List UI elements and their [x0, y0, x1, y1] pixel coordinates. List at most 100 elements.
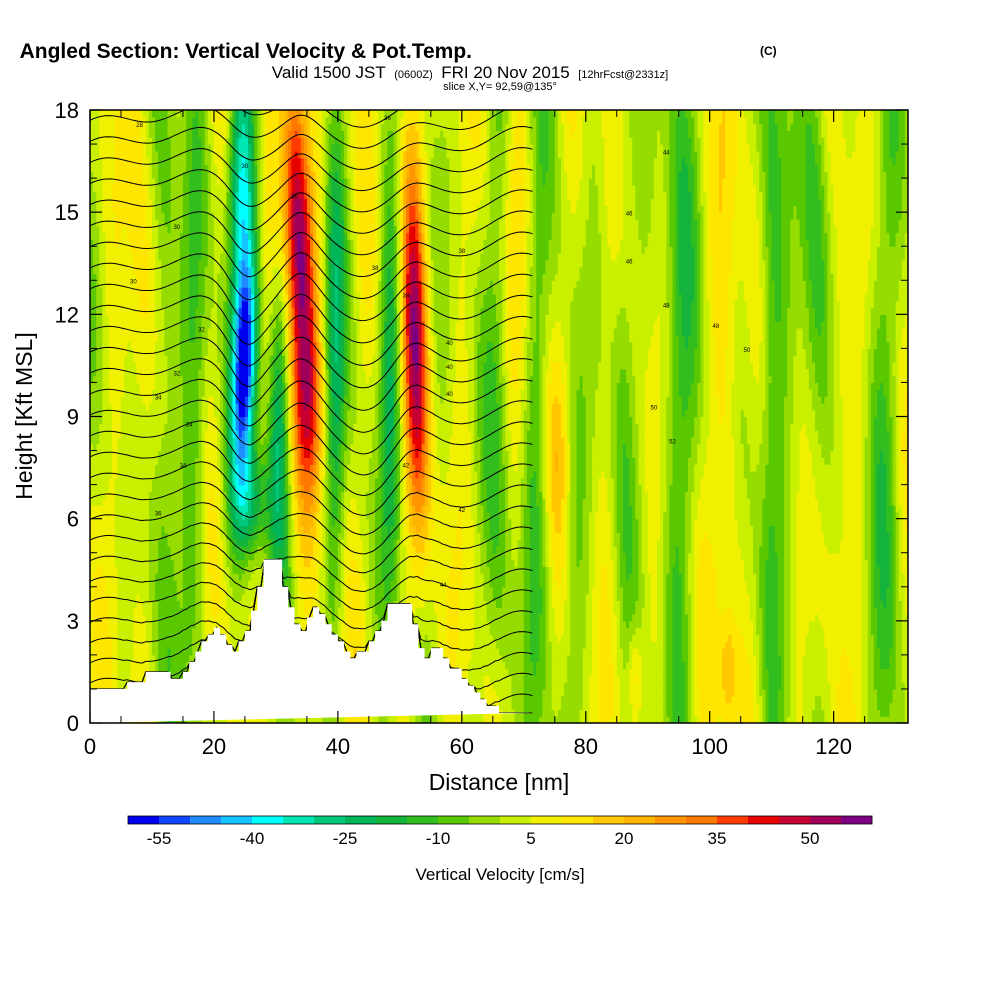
velocity-cell — [201, 607, 206, 615]
velocity-cell — [697, 654, 723, 663]
velocity-cell — [198, 443, 203, 452]
velocity-cell — [582, 654, 593, 663]
velocity-cell — [257, 436, 262, 445]
velocity-cell — [173, 566, 184, 574]
velocity-cell — [886, 464, 891, 472]
velocity-cell — [402, 539, 410, 547]
velocity-cell — [523, 688, 543, 697]
velocity-cell — [529, 491, 537, 499]
velocity-cell — [356, 566, 364, 574]
velocity-cell — [328, 525, 342, 533]
velocity-cell — [790, 688, 798, 697]
velocity-cell — [272, 552, 286, 561]
velocity-cell — [300, 457, 314, 465]
velocity-cell — [644, 436, 661, 445]
velocity-cell — [365, 627, 373, 636]
velocity-cell — [210, 579, 221, 588]
velocity-cell — [399, 559, 407, 567]
velocity-cell — [898, 450, 903, 458]
velocity-cell — [148, 532, 162, 540]
velocity-cell — [824, 627, 863, 636]
velocity-cell — [564, 457, 568, 465]
velocity-cell — [182, 470, 196, 479]
velocity-cell — [672, 654, 683, 663]
velocity-cell — [148, 498, 184, 506]
velocity-cell — [542, 552, 547, 561]
velocity-cell — [300, 409, 311, 418]
velocity-cell — [892, 505, 897, 513]
velocity-cell — [257, 402, 262, 411]
velocity-cell — [309, 484, 314, 493]
velocity-cell — [861, 545, 866, 554]
velocity-cell — [322, 430, 327, 438]
velocity-cell — [802, 716, 813, 723]
velocity-cell — [619, 675, 630, 683]
velocity-cell — [365, 498, 376, 506]
velocity-cell — [269, 389, 274, 397]
velocity-cell — [350, 450, 373, 458]
velocity-cell — [551, 539, 565, 547]
velocity-cell — [300, 539, 314, 547]
velocity-cell — [610, 423, 618, 431]
velocity-cell — [248, 539, 255, 547]
velocity-cell — [598, 675, 615, 683]
velocity-cell — [892, 607, 897, 615]
velocity-cell — [836, 695, 853, 704]
velocity-cell — [102, 566, 119, 574]
velocity-cell — [539, 654, 547, 663]
velocity-cell — [539, 539, 543, 547]
velocity-cell — [613, 525, 618, 533]
velocity-cell — [415, 443, 423, 452]
velocity-cell — [842, 464, 863, 472]
velocity-cell — [570, 416, 578, 424]
velocity-cell — [111, 430, 122, 438]
velocity-cell — [877, 607, 894, 615]
velocity-cell — [666, 484, 671, 493]
velocity-cell — [322, 470, 327, 479]
velocity-cell — [545, 416, 550, 424]
velocity-cell — [319, 464, 323, 472]
velocity-cell — [796, 716, 804, 723]
velocity-cell — [672, 688, 686, 697]
velocity-cell — [542, 402, 547, 411]
velocity-cell — [626, 559, 633, 567]
velocity-cell — [260, 396, 271, 404]
velocity-cell — [877, 627, 894, 636]
velocity-cell — [285, 423, 289, 431]
velocity-cell — [672, 682, 686, 690]
velocity-cell — [151, 620, 159, 629]
velocity-cell — [533, 661, 537, 670]
velocity-cell — [508, 457, 512, 465]
velocity-cell — [412, 430, 416, 438]
velocity-cell — [635, 416, 646, 424]
velocity-cell — [182, 409, 200, 418]
velocity-cell — [474, 579, 485, 588]
velocity-cell — [548, 532, 553, 540]
velocity-cell — [446, 634, 460, 642]
velocity-cell — [275, 423, 283, 431]
velocity-cell — [827, 545, 841, 554]
velocity-cell — [238, 470, 246, 479]
velocity-cell — [873, 498, 878, 506]
velocity-cell — [167, 396, 184, 404]
velocity-cell — [359, 579, 367, 588]
velocity-cell — [340, 573, 345, 581]
velocity-cell — [114, 518, 150, 527]
velocity-cell — [666, 579, 674, 588]
velocity-cell — [226, 532, 231, 540]
velocity-cell — [548, 634, 559, 642]
velocity-cell — [195, 477, 203, 486]
velocity-cell — [275, 532, 283, 540]
velocity-cell — [898, 430, 903, 438]
velocity-cell — [424, 464, 429, 472]
velocity-cell — [223, 450, 227, 458]
velocity-cell — [629, 573, 640, 581]
velocity-cell — [622, 532, 633, 540]
velocity-cell — [684, 682, 689, 690]
velocity-cell — [229, 423, 234, 431]
velocity-cell — [895, 498, 900, 506]
velocity-cell — [111, 409, 122, 418]
velocity-cell — [508, 389, 522, 397]
velocity-cell — [688, 675, 692, 683]
velocity-cell — [815, 423, 835, 431]
